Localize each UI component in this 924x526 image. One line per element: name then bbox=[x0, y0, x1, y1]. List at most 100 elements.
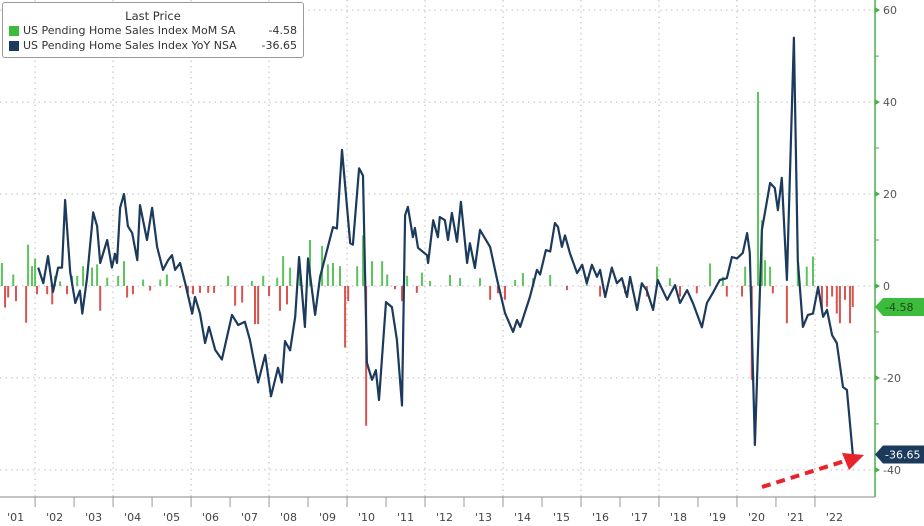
callout-label-mom: -4.58 bbox=[885, 301, 913, 314]
x-tick-label: '16 bbox=[592, 511, 609, 524]
x-tick-label: '13 bbox=[475, 511, 492, 524]
mom-bar bbox=[96, 264, 99, 286]
mom-bar bbox=[331, 262, 334, 286]
last-price-callouts: -4.58 -36.65 bbox=[875, 298, 924, 464]
mom-bar bbox=[496, 285, 499, 294]
legend-value-mom: -4.58 bbox=[268, 24, 297, 37]
x-tick-label: '04 bbox=[124, 511, 141, 524]
mom-bar bbox=[30, 266, 33, 286]
grid-lines bbox=[0, 0, 875, 497]
mom-bar bbox=[76, 275, 79, 286]
mom-bar bbox=[234, 285, 237, 306]
y-tick-label: -20 bbox=[883, 372, 901, 385]
mom-bar bbox=[122, 261, 125, 286]
y-tick-label: 60 bbox=[883, 4, 897, 17]
x-tick-label: '21 bbox=[787, 511, 804, 524]
mom-bar bbox=[479, 278, 482, 286]
mom-bar bbox=[268, 285, 271, 297]
mom-bar bbox=[415, 285, 418, 293]
x-tick-label: '15 bbox=[553, 511, 570, 524]
mom-bar bbox=[668, 278, 671, 286]
y-tick-marker bbox=[875, 374, 880, 381]
legend-swatch-mom bbox=[9, 25, 19, 36]
mom-bar bbox=[744, 266, 747, 286]
callout-yoy bbox=[875, 445, 924, 464]
mom-bar bbox=[741, 285, 744, 297]
mom-bar bbox=[831, 285, 834, 297]
mom-bar bbox=[851, 285, 854, 308]
mom-bar bbox=[805, 266, 808, 286]
y-tick-label: 0 bbox=[883, 280, 890, 293]
mom-bar bbox=[695, 285, 698, 294]
mom-bar bbox=[549, 274, 552, 286]
mom-bar bbox=[339, 266, 342, 286]
mom-bar bbox=[812, 256, 815, 286]
yoy-line-series bbox=[37, 36, 854, 455]
mom-bar bbox=[12, 274, 15, 286]
mom-bar bbox=[835, 285, 838, 314]
mom-bar bbox=[347, 285, 350, 302]
mom-bar bbox=[4, 285, 7, 308]
mom-bar bbox=[489, 285, 492, 300]
mom-bar bbox=[241, 285, 244, 303]
mom-bar bbox=[459, 278, 462, 286]
mom-bar bbox=[99, 285, 102, 311]
red-arrow-annotation bbox=[761, 453, 864, 489]
mom-bar bbox=[308, 239, 311, 286]
mom-bar bbox=[91, 267, 94, 286]
mom-bar bbox=[142, 279, 145, 286]
mom-bar bbox=[344, 285, 347, 348]
mom-bar bbox=[276, 277, 279, 286]
mom-bar bbox=[250, 280, 253, 286]
mom-bar bbox=[66, 285, 69, 295]
x-tick-label: '05 bbox=[163, 511, 180, 524]
arrow-shaft bbox=[761, 458, 849, 489]
mom-bar bbox=[565, 285, 568, 291]
mom-bar bbox=[46, 285, 49, 295]
mom-bar bbox=[254, 285, 257, 325]
mom-bar bbox=[679, 285, 682, 297]
x-tick-label: '01 bbox=[7, 511, 24, 524]
mom-bar bbox=[820, 285, 823, 310]
mom-bar bbox=[429, 280, 432, 286]
mom-bar bbox=[771, 285, 774, 294]
mom-bar bbox=[289, 267, 292, 286]
mom-bar bbox=[262, 275, 265, 286]
mom-bar bbox=[503, 285, 506, 300]
x-tick-label: '08 bbox=[280, 511, 297, 524]
x-tick-label: '12 bbox=[436, 511, 453, 524]
y-tick-marker bbox=[875, 466, 880, 473]
callout-mom bbox=[875, 298, 924, 317]
x-tick-label: '17 bbox=[631, 511, 648, 524]
y-tick-marker bbox=[875, 99, 880, 106]
callout-label-yoy: -36.65 bbox=[885, 448, 920, 461]
x-tick-label: '18 bbox=[670, 511, 687, 524]
x-tick-label: '10 bbox=[358, 511, 375, 524]
x-tick-label: '09 bbox=[319, 511, 336, 524]
mom-bar bbox=[34, 258, 37, 286]
mom-bar bbox=[769, 266, 772, 286]
mom-bar bbox=[59, 281, 62, 286]
x-tick-label: '22 bbox=[826, 511, 843, 524]
mom-bar bbox=[149, 285, 152, 291]
mom-bar bbox=[213, 285, 216, 293]
mom-bar bbox=[826, 285, 829, 307]
legend-label-yoy: US Pending Home Sales Index YoY NSA bbox=[23, 39, 237, 52]
mom-bar bbox=[51, 285, 54, 305]
mom-bar bbox=[785, 285, 788, 324]
legend: Last Price US Pending Home Sales Index M… bbox=[2, 2, 304, 58]
mom-bar bbox=[420, 272, 423, 286]
x-tick-label: '20 bbox=[748, 511, 765, 524]
mom-bar bbox=[709, 263, 712, 286]
mom-bar bbox=[406, 275, 409, 286]
mom-bar bbox=[27, 244, 30, 286]
yoy-line bbox=[37, 36, 854, 455]
mom-bar bbox=[514, 279, 517, 286]
mom-bar bbox=[106, 277, 109, 286]
mom-bar bbox=[278, 285, 281, 311]
legend-label-mom: US Pending Home Sales Index MoM SA bbox=[23, 24, 236, 37]
mom-bar bbox=[757, 91, 760, 286]
mom-bar bbox=[521, 273, 524, 286]
mom-bar bbox=[656, 266, 659, 286]
